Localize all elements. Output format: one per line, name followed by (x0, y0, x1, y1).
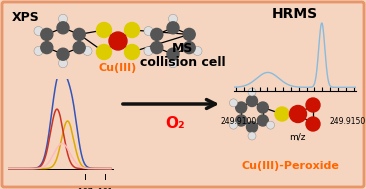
Circle shape (41, 42, 53, 54)
Circle shape (59, 14, 67, 23)
Circle shape (257, 102, 268, 113)
Circle shape (248, 132, 256, 140)
Circle shape (97, 22, 112, 37)
Circle shape (275, 107, 289, 121)
Circle shape (246, 122, 258, 132)
Circle shape (183, 28, 195, 40)
Circle shape (193, 46, 202, 56)
Circle shape (144, 46, 153, 56)
Text: O₂: O₂ (165, 116, 185, 132)
Text: MS: MS (172, 43, 194, 56)
Text: Cu(III): Cu(III) (99, 63, 137, 73)
Circle shape (236, 102, 247, 113)
Circle shape (34, 46, 43, 56)
Circle shape (73, 28, 85, 40)
Text: HRMS: HRMS (272, 7, 318, 21)
Circle shape (167, 48, 179, 60)
Circle shape (229, 121, 238, 129)
Circle shape (167, 22, 179, 34)
Circle shape (257, 115, 268, 126)
Circle shape (57, 22, 69, 34)
Circle shape (246, 95, 258, 106)
Circle shape (183, 42, 195, 54)
Circle shape (144, 26, 153, 36)
Circle shape (168, 59, 178, 68)
Circle shape (34, 26, 43, 36)
Circle shape (57, 48, 69, 60)
Circle shape (306, 98, 320, 112)
Text: 249.9150: 249.9150 (329, 117, 366, 126)
Circle shape (151, 28, 163, 40)
FancyBboxPatch shape (2, 2, 364, 187)
Text: XPS: XPS (12, 11, 40, 24)
Circle shape (124, 22, 139, 37)
Circle shape (73, 42, 85, 54)
Circle shape (248, 88, 256, 96)
Text: 249.9100: 249.9100 (220, 117, 257, 126)
Circle shape (97, 44, 112, 60)
Circle shape (83, 46, 92, 56)
Text: 161: 161 (97, 188, 112, 189)
Circle shape (229, 99, 238, 107)
Circle shape (290, 105, 306, 122)
Text: Cu(III)-Peroxide: Cu(III)-Peroxide (241, 161, 339, 171)
Circle shape (306, 117, 320, 131)
Circle shape (124, 44, 139, 60)
Text: 167: 167 (77, 188, 93, 189)
Text: m/z: m/z (289, 133, 306, 142)
FancyArrowPatch shape (123, 100, 215, 108)
Circle shape (168, 14, 178, 23)
Circle shape (236, 115, 247, 126)
Text: collision cell: collision cell (140, 57, 226, 70)
Circle shape (266, 121, 274, 129)
Circle shape (59, 59, 67, 68)
Circle shape (151, 42, 163, 54)
Circle shape (41, 28, 53, 40)
Circle shape (109, 32, 127, 50)
